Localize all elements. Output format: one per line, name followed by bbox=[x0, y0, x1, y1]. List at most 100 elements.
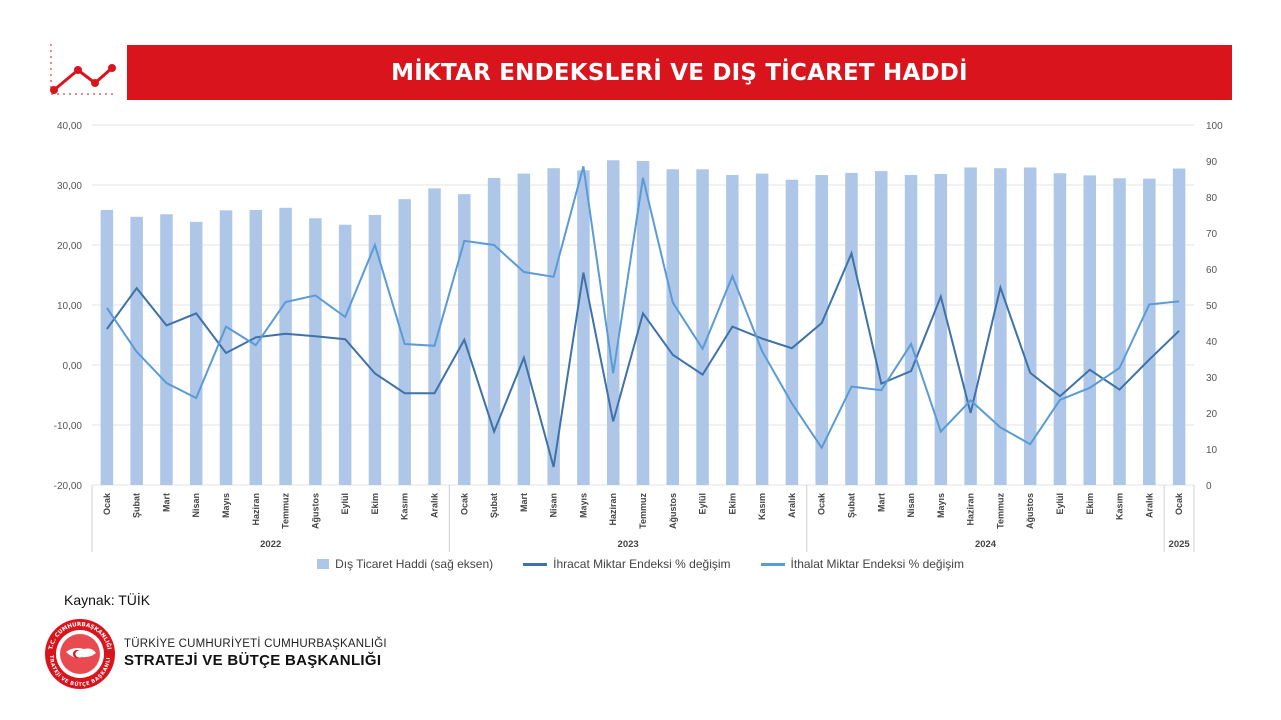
source-note: Kaynak: TÜİK bbox=[64, 592, 151, 608]
category-label: Şubat bbox=[846, 493, 856, 518]
legend-label: İthalat Miktar Endeksi % değişim bbox=[790, 557, 964, 571]
bar bbox=[309, 218, 322, 486]
category-label: Haziran bbox=[251, 493, 261, 526]
bar bbox=[1023, 167, 1037, 486]
category-label: Ocak bbox=[459, 492, 469, 515]
left-axis-tick-label: 20,00 bbox=[57, 241, 82, 252]
category-label: Eylül bbox=[698, 493, 708, 515]
org-line-1: TÜRKİYE CUMHURİYETİ CUMHURBAŞKANLIĞI bbox=[124, 638, 387, 650]
bar bbox=[1113, 178, 1126, 485]
year-label: 2022 bbox=[260, 539, 281, 550]
bar bbox=[815, 175, 828, 486]
category-label: Temmuz bbox=[995, 493, 1005, 529]
category-label: Nisan bbox=[906, 493, 916, 518]
bar bbox=[219, 210, 233, 485]
category-label: Mart bbox=[519, 493, 529, 512]
category-label: Mayıs bbox=[221, 493, 231, 518]
legend-item-terms-of-trade: Dış Ticaret Haddi (sağ eksen) bbox=[317, 557, 493, 571]
legend-swatch-line bbox=[760, 562, 785, 566]
bar bbox=[1143, 178, 1156, 485]
bar bbox=[160, 214, 173, 485]
left-axis-tick-label: 0,00 bbox=[63, 361, 83, 372]
legend-label: İhracat Miktar Endeksi % değişim bbox=[553, 557, 731, 571]
category-label: Haziran bbox=[966, 493, 976, 526]
category-label: Temmuz bbox=[638, 493, 648, 529]
import-index-line bbox=[106, 166, 1180, 450]
bar bbox=[1172, 168, 1186, 485]
bar bbox=[845, 172, 858, 485]
legend-swatch-line bbox=[523, 562, 548, 566]
year-label: 2024 bbox=[975, 539, 997, 550]
category-label: Aralık bbox=[787, 492, 797, 518]
org-line-2: STRATEJİ VE BÜTÇE BAŞKANLIĞI bbox=[124, 652, 382, 669]
category-label: Mayıs bbox=[936, 493, 946, 518]
category-label: Mart bbox=[876, 493, 886, 512]
legend-label: Dış Ticaret Haddi (sağ eksen) bbox=[335, 557, 494, 571]
category-label: Şubat bbox=[489, 493, 499, 518]
bar bbox=[755, 173, 769, 485]
export-index-line bbox=[106, 250, 1180, 468]
bar bbox=[249, 209, 263, 485]
category-label: Ocak bbox=[1174, 492, 1184, 515]
right-axis-tick-label: 20 bbox=[1206, 409, 1218, 420]
bar bbox=[726, 175, 739, 486]
bar bbox=[994, 168, 1007, 485]
bar bbox=[636, 161, 650, 485]
category-label: Kasım bbox=[1115, 493, 1125, 520]
bar bbox=[785, 179, 799, 485]
bar bbox=[696, 169, 709, 485]
bar bbox=[368, 215, 382, 485]
bar bbox=[428, 188, 441, 486]
legend-swatch-bar bbox=[317, 559, 330, 569]
category-label: Mayıs bbox=[578, 493, 588, 518]
category-label: Ocak bbox=[817, 492, 827, 515]
year-label: 2025 bbox=[1169, 539, 1191, 550]
category-label: Nisan bbox=[549, 493, 559, 518]
category-label: Aralık bbox=[1144, 492, 1154, 518]
seal-logo: T.C. CUMHURBAŞKANLIĞI STRATEJİ VE BÜTÇE … bbox=[44, 618, 115, 689]
bar bbox=[338, 224, 352, 485]
left-axis-tick-label: -10,00 bbox=[54, 421, 83, 432]
category-label: Temmuz bbox=[281, 493, 291, 529]
category-label: Kasım bbox=[757, 493, 767, 520]
bar bbox=[666, 169, 680, 485]
category-label: Eylül bbox=[340, 493, 350, 515]
bar bbox=[964, 167, 977, 486]
right-axis-tick-label: 60 bbox=[1206, 265, 1218, 276]
title-banner: MİKTAR ENDEKSLERİ VE DIŞ TİCARET HADDİ bbox=[127, 45, 1232, 100]
bar bbox=[875, 171, 888, 485]
bar bbox=[1053, 173, 1067, 486]
category-label: Ekim bbox=[1085, 493, 1095, 515]
category-label: Aralık bbox=[430, 492, 440, 518]
category-label: Mart bbox=[161, 493, 171, 512]
right-axis-tick-label: 80 bbox=[1206, 193, 1218, 204]
right-axis-tick-label: 70 bbox=[1206, 229, 1218, 240]
right-axis-tick-label: 90 bbox=[1206, 157, 1218, 168]
right-axis-tick-label: 40 bbox=[1206, 337, 1218, 348]
category-label: Eylül bbox=[1055, 493, 1065, 515]
left-axis-tick-label: 30,00 bbox=[57, 181, 82, 192]
left-axis-tick-label: -20,00 bbox=[54, 481, 83, 492]
trend-line-icon bbox=[50, 44, 116, 95]
right-axis-tick-label: 30 bbox=[1206, 373, 1218, 384]
category-label: Ağustos bbox=[310, 493, 320, 529]
category-label: Haziran bbox=[608, 493, 618, 526]
bar bbox=[547, 168, 560, 485]
category-label: Nisan bbox=[191, 493, 201, 518]
chart-legend: Dış Ticaret Haddi (sağ eksen) İhracat Mi… bbox=[0, 557, 1281, 571]
bar bbox=[517, 173, 531, 485]
year-label: 2023 bbox=[618, 539, 639, 550]
right-axis-tick-label: 100 bbox=[1206, 121, 1223, 132]
left-axis-tick-label: 40,00 bbox=[57, 121, 82, 132]
page-title: MİKTAR ENDEKSLERİ VE DIŞ TİCARET HADDİ bbox=[391, 59, 968, 86]
bar bbox=[189, 221, 203, 485]
category-label: Kasım bbox=[400, 493, 410, 520]
bar bbox=[577, 170, 590, 486]
right-axis-tick-label: 0 bbox=[1206, 481, 1212, 492]
legend-item-export: İhracat Miktar Endeksi % değişim bbox=[523, 557, 731, 571]
right-axis-tick-label: 50 bbox=[1206, 301, 1218, 312]
category-label: Ekim bbox=[727, 493, 737, 515]
category-label: Ocak bbox=[102, 492, 112, 515]
bar bbox=[904, 175, 918, 486]
